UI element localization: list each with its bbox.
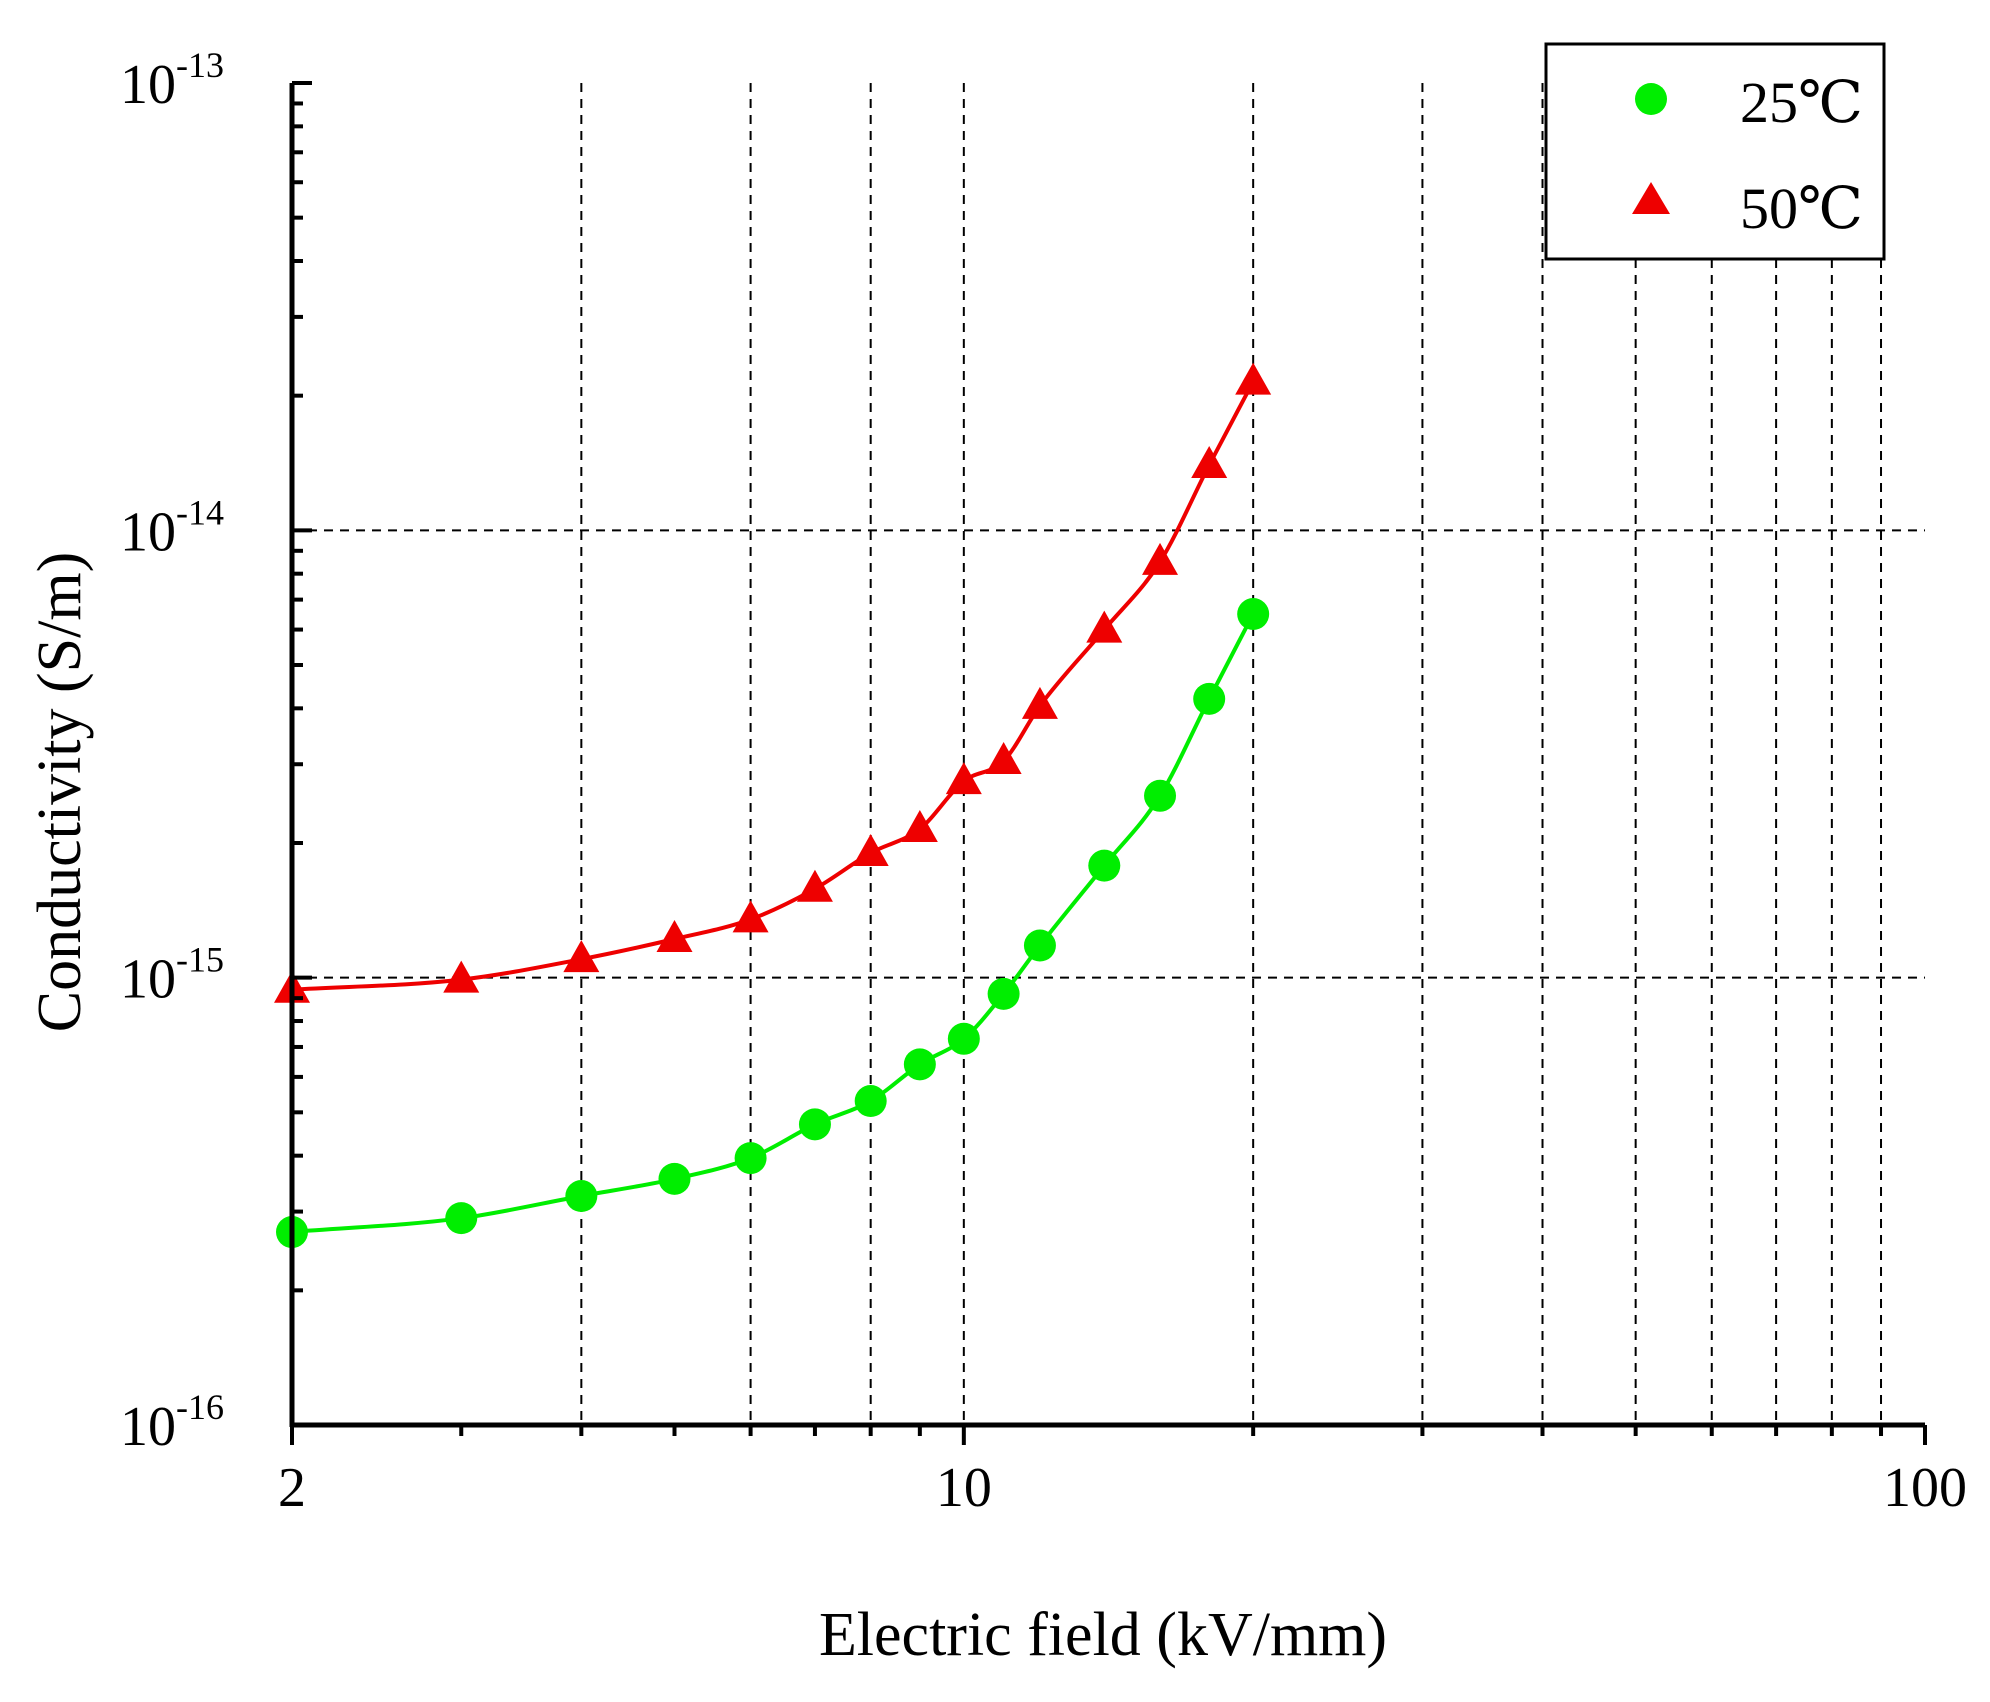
data-point-25c [1237,598,1270,631]
data-point-25c [1023,929,1056,962]
data-point-25c [445,1202,478,1235]
tick-labels: 2 10 100 10-16 10-15 10-14 10-13 [120,45,1967,1519]
data-point-25c [1193,682,1226,715]
data-point-50c [796,869,833,902]
legend-marker-25c [1635,83,1667,115]
data-point-50c [985,742,1022,775]
data-markers [274,362,1272,1249]
legend: 25℃ 50℃ [1544,42,1886,261]
legend-marker-50c [1632,182,1670,214]
x-tick-label: 10 [936,1457,992,1519]
data-point-50c [1021,686,1058,719]
legend-label-25c: 25℃ [1740,70,1863,135]
y-axis-title: Conductivity (S/m) [26,552,94,1033]
gridlines [292,83,1925,1425]
data-point-50c [945,762,982,795]
data-point-50c [656,920,693,953]
y-tick-label: 10-16 [120,1387,224,1458]
data-point-50c [1191,445,1228,478]
data-point-50c [1235,362,1272,395]
data-point-25c [1088,849,1121,882]
data-point-50c [901,809,938,842]
x-tick-label: 2 [278,1457,306,1519]
legend-box [1544,42,1886,261]
data-point-50c [852,833,889,866]
x-tick-label: 100 [1883,1457,1967,1519]
data-point-25c [565,1180,598,1213]
data-point-50c [563,940,600,973]
data-point-25c [854,1085,887,1118]
data-point-25c [734,1142,767,1175]
data-point-50c [1086,610,1123,643]
data-point-50c [1142,542,1179,575]
data-point-25c [987,977,1020,1010]
data-point-25c [658,1162,691,1195]
legend-label-50c: 50℃ [1740,176,1863,241]
axes [289,81,1927,1445]
data-point-25c [1144,779,1177,812]
data-point-25c [947,1022,980,1055]
data-point-25c [798,1108,831,1141]
y-tick-label: 10-15 [120,940,224,1011]
y-tick-label: 10-14 [120,492,224,563]
data-point-50c [443,960,480,993]
data-point-25c [903,1048,936,1081]
y-tick-label: 10-13 [120,45,224,116]
data-point-50c [732,900,769,933]
x-axis-title: Electric field (kV/mm) [819,1601,1387,1669]
